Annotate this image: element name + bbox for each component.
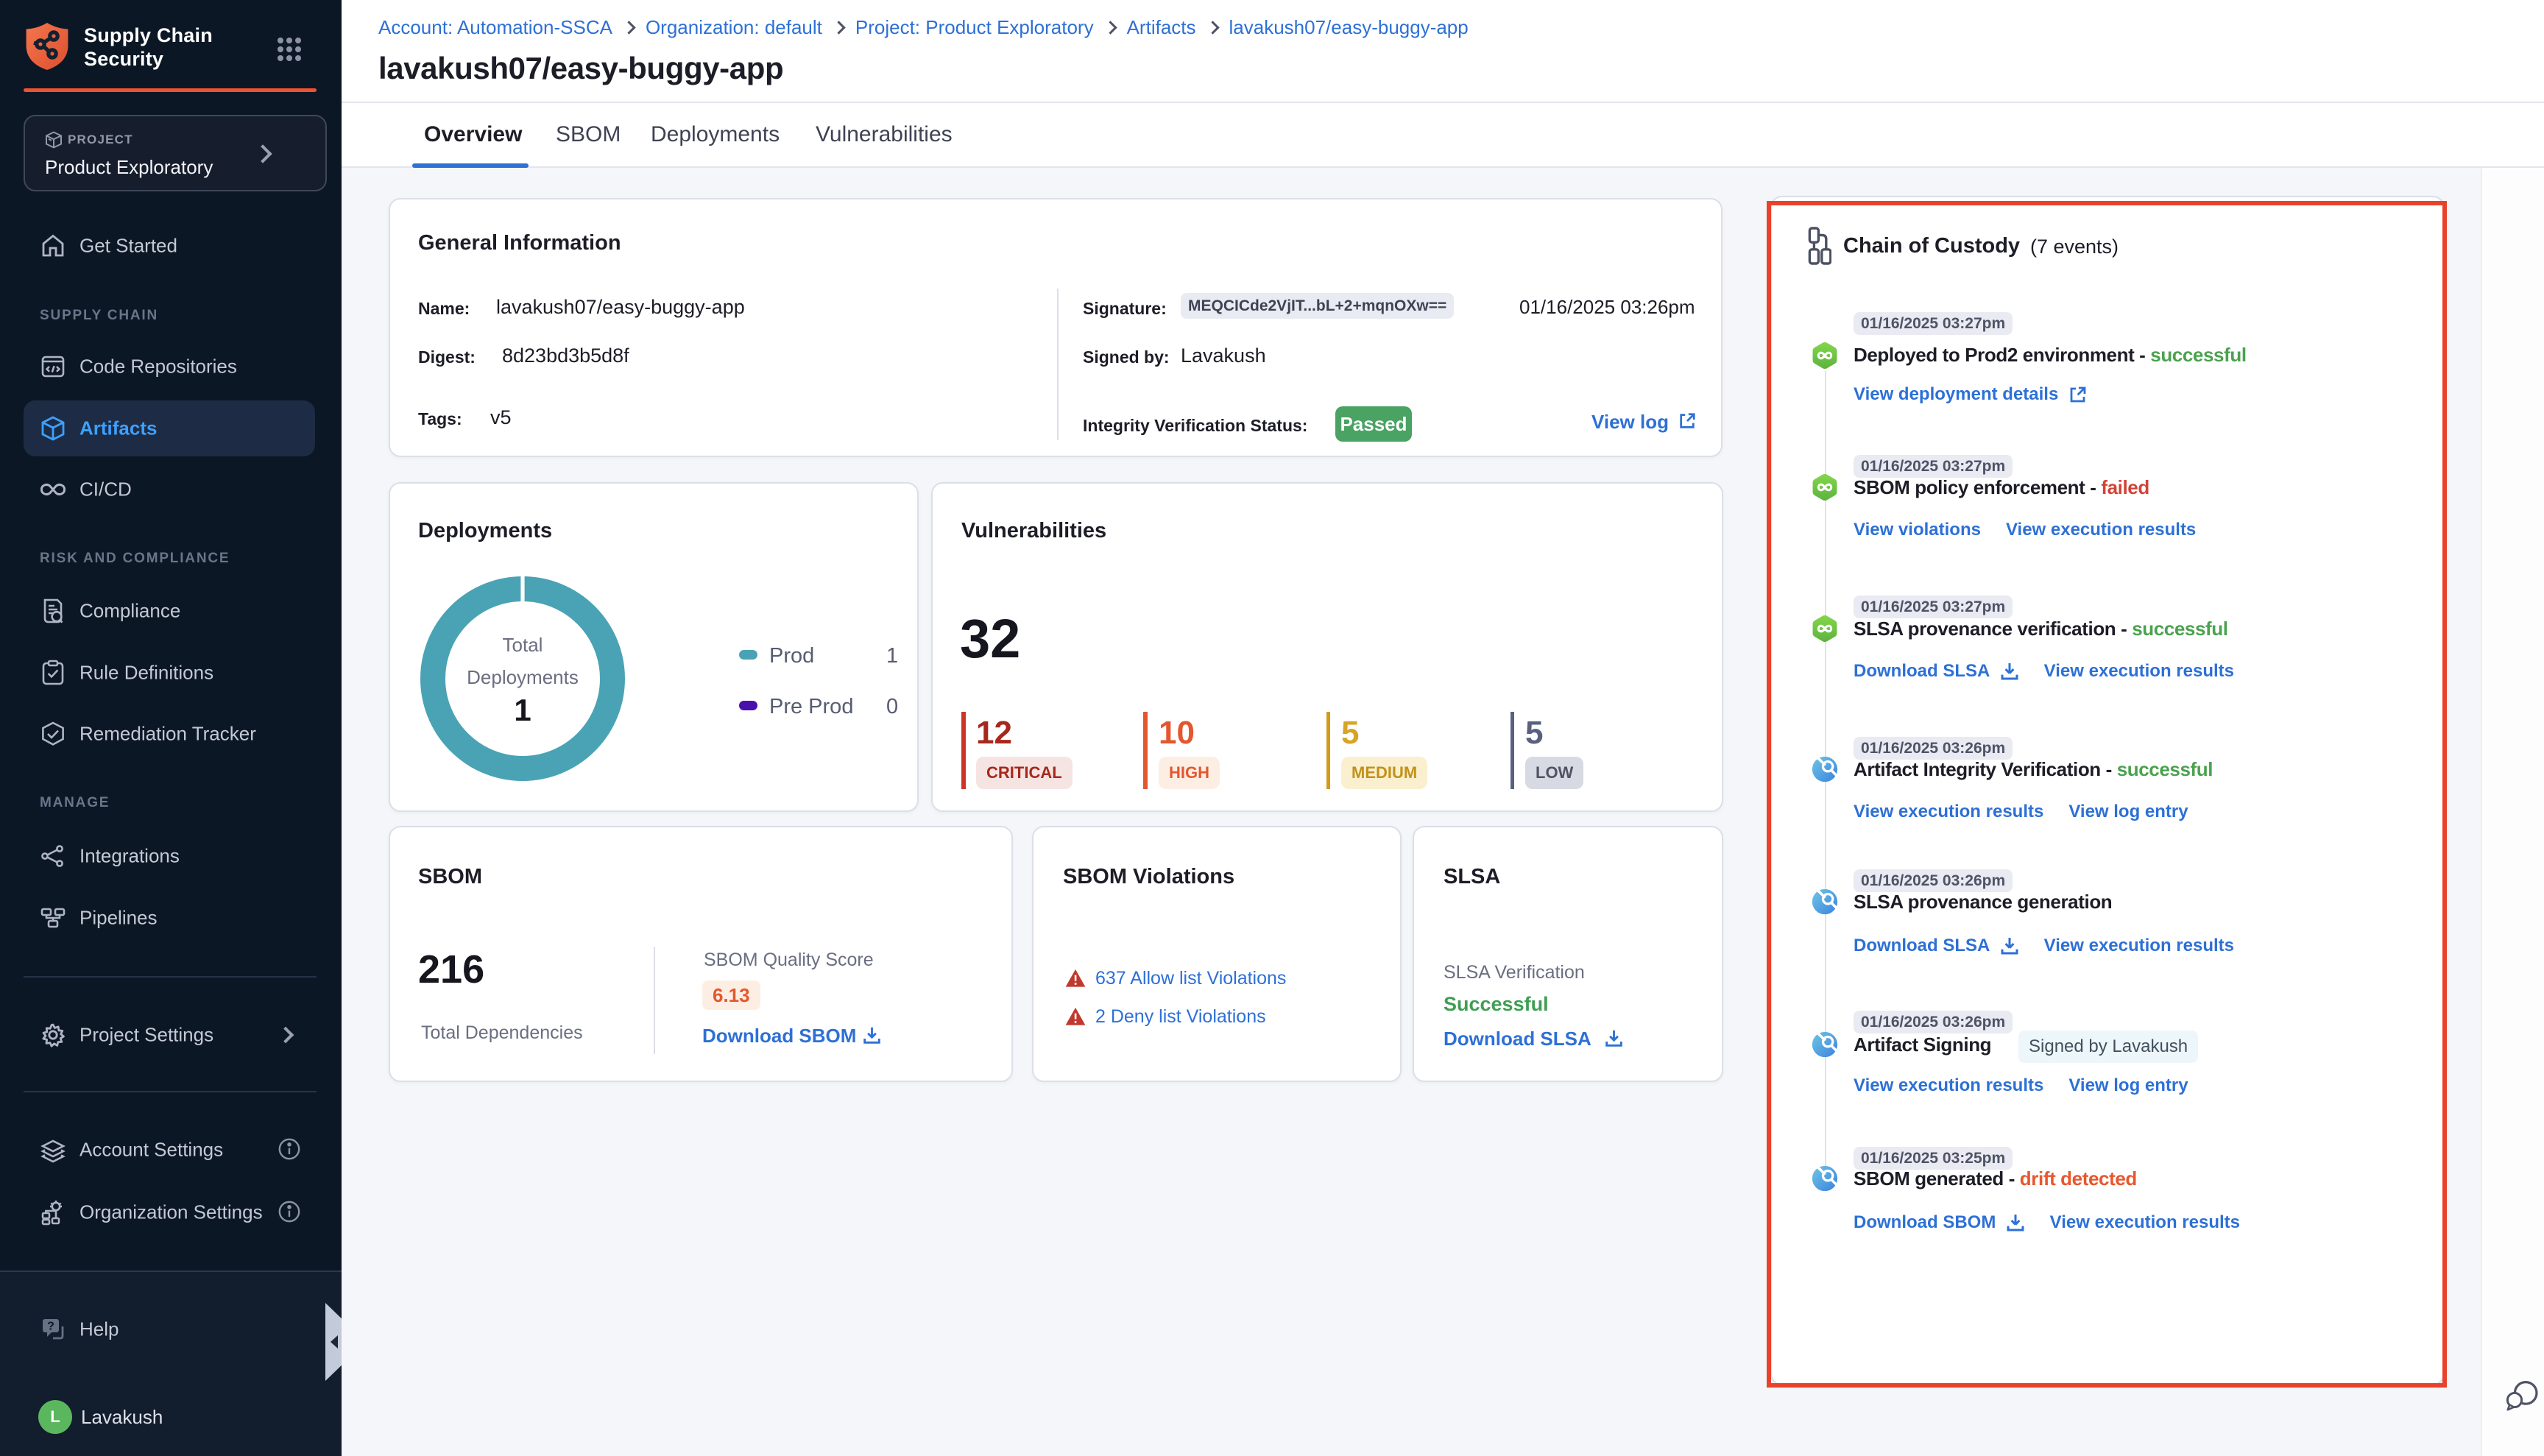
svg-text:?: ? (47, 1321, 54, 1333)
